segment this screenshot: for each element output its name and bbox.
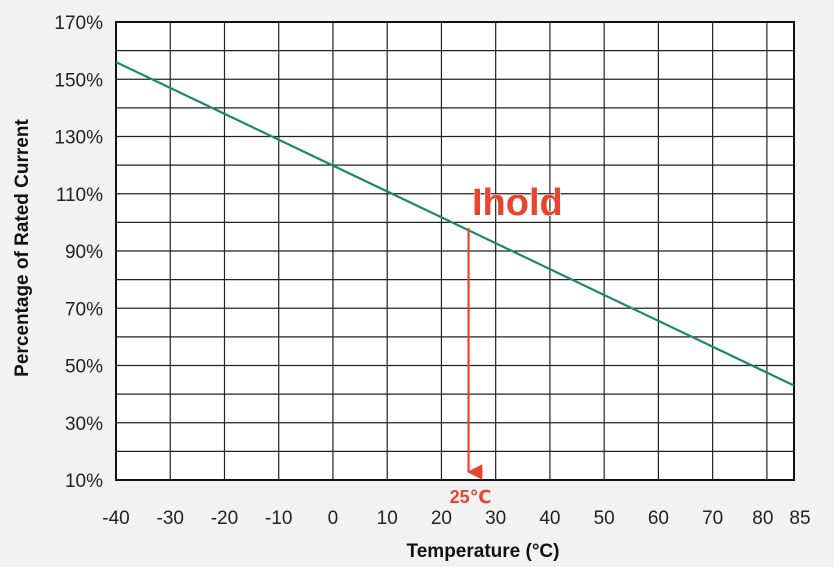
y-tick-label: 130% (54, 128, 103, 149)
series-line (115, 61, 795, 387)
temperature-marker-label: 25℃ (450, 487, 492, 507)
x-tick-label: 85 (789, 508, 810, 529)
x-tick-label: 20 (431, 508, 452, 529)
plot-frame (115, 21, 795, 481)
y-tick-label: 50% (65, 357, 103, 378)
y-tick-label: 30% (65, 414, 103, 435)
y-tick-label: 70% (65, 299, 103, 320)
x-tick-label: -30 (157, 508, 184, 529)
y-tick-label: 150% (54, 70, 103, 91)
annotations-group: Ihold 25℃ (450, 182, 564, 508)
x-tick-label: 30 (485, 508, 506, 529)
x-axis-title: Temperature (°C) (407, 541, 560, 562)
x-tick-label: -40 (102, 508, 129, 529)
series-group (115, 61, 795, 387)
y-tick-label: 110% (56, 185, 103, 206)
x-tick-label: 80 (752, 508, 773, 529)
ihold-label: Ihold (472, 182, 563, 224)
y-tick-label: 10% (65, 471, 103, 492)
x-tick-label: 40 (539, 508, 560, 529)
y-axis-ticks: 10% 30% 50% 70% 90% 110% 130% 150% 170% (54, 13, 103, 492)
x-tick-label: 50 (594, 508, 615, 529)
x-tick-label: -10 (265, 508, 292, 529)
x-tick-label: 10 (377, 508, 398, 529)
x-tick-label: 60 (648, 508, 669, 529)
y-tick-label: 170% (54, 13, 103, 34)
x-tick-label: -20 (211, 508, 238, 529)
x-axis-ticks: -40 -30 -20 -10 0 10 20 30 40 50 60 70 80 85 (102, 508, 810, 529)
y-tick-label: 90% (65, 242, 103, 263)
x-tick-label: 70 (702, 508, 723, 529)
x-tick-label: 0 (328, 508, 339, 529)
y-axis-title: Percentage of Rated Current (12, 119, 33, 377)
